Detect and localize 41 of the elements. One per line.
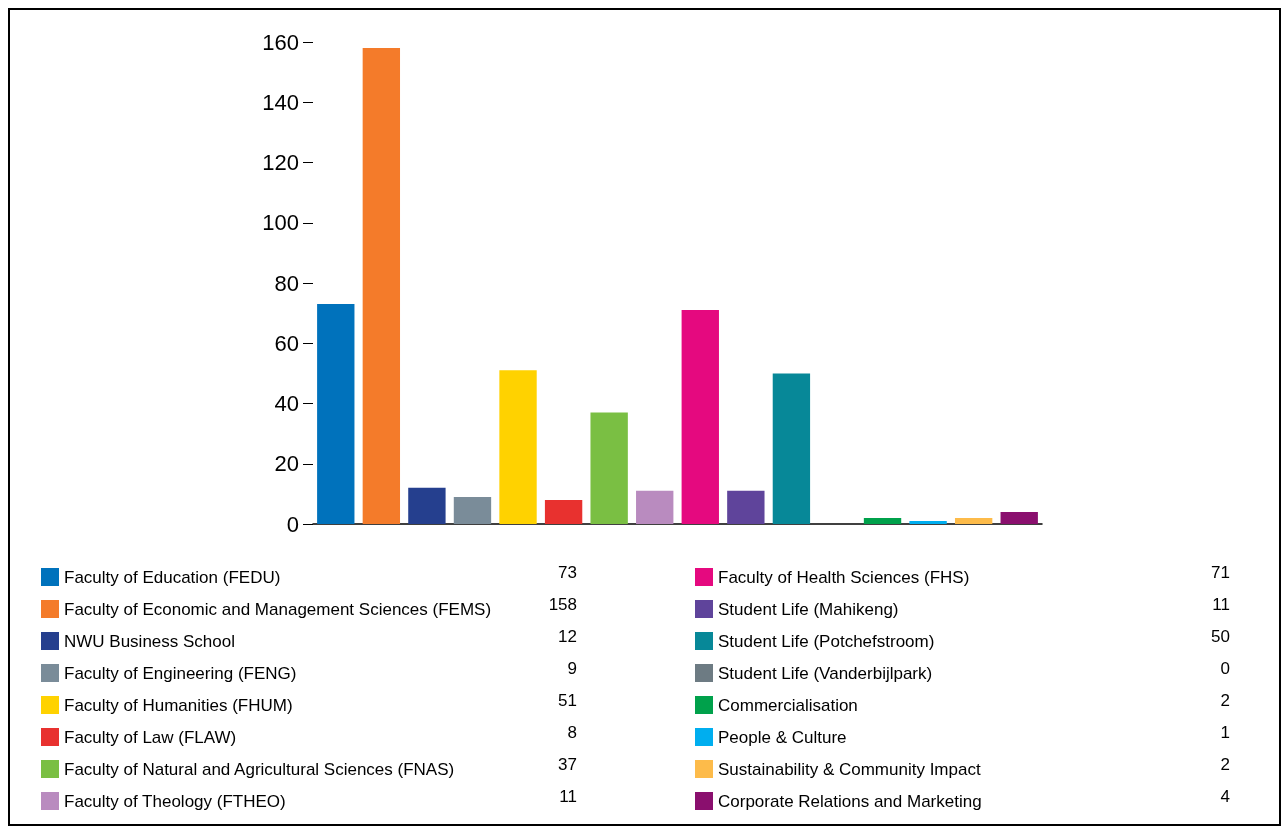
- legend-label: Student Life (Vanderbijlpark): [718, 663, 933, 683]
- legend-label: Faculty of Engineering (FENG): [64, 663, 297, 683]
- y-tick-label: 80: [274, 270, 299, 296]
- legend-label: Faculty of Health Sciences (FHS): [718, 567, 970, 587]
- y-tick-label: 140: [262, 89, 299, 115]
- text: 11: [1212, 594, 1230, 614]
- legend-label: Faculty of Law (FLAW): [64, 727, 237, 747]
- y-tick-label: 40: [274, 391, 299, 416]
- text: 51: [558, 690, 577, 710]
- text: 158: [548, 594, 577, 614]
- text: 4: [1220, 786, 1230, 806]
- y-tick-label: 60: [274, 330, 299, 356]
- y-tick-label: 0: [286, 511, 299, 537]
- legend-label: Faculty of Economic and Management Sciences (FEMS): [64, 599, 492, 619]
- legend-label: Corporate Relations and Marketing: [718, 791, 982, 811]
- y-tick-label: 100: [262, 210, 299, 236]
- text: 2: [1220, 754, 1230, 774]
- legend-label: Student Life (Potchefstroom): [718, 631, 935, 651]
- legend-label: Faculty of Humanities (FHUM): [64, 695, 293, 715]
- text: 50: [1211, 626, 1230, 646]
- legend-label: Faculty of Theology (FTHEO): [64, 791, 286, 811]
- text: 37: [558, 754, 577, 774]
- y-tick-label: 160: [262, 29, 299, 55]
- legend-label: Faculty of Natural and Agricultural Sciences (FNAS): [64, 759, 455, 779]
- text: 71: [1211, 562, 1230, 582]
- text: 73: [558, 562, 577, 582]
- legend-label: Sustainability & Community Impact: [718, 759, 981, 779]
- text: 1: [1220, 722, 1230, 742]
- legend-label: People & Culture: [718, 727, 847, 747]
- text: 2: [1220, 690, 1230, 710]
- text: 8: [567, 722, 577, 742]
- legend-label: Commercialisation: [718, 695, 858, 715]
- text: 0: [1220, 658, 1230, 678]
- legend-label: Student Life (Mahikeng): [718, 599, 899, 619]
- legend-label: NWU Business School: [64, 631, 236, 651]
- text: 12: [558, 626, 577, 646]
- y-tick-label: 20: [274, 451, 299, 477]
- text: 9: [567, 658, 577, 678]
- y-tick-label: 120: [262, 150, 299, 175]
- text: 11: [559, 786, 577, 806]
- legend-label: Faculty of Education (FEDU): [64, 567, 281, 587]
